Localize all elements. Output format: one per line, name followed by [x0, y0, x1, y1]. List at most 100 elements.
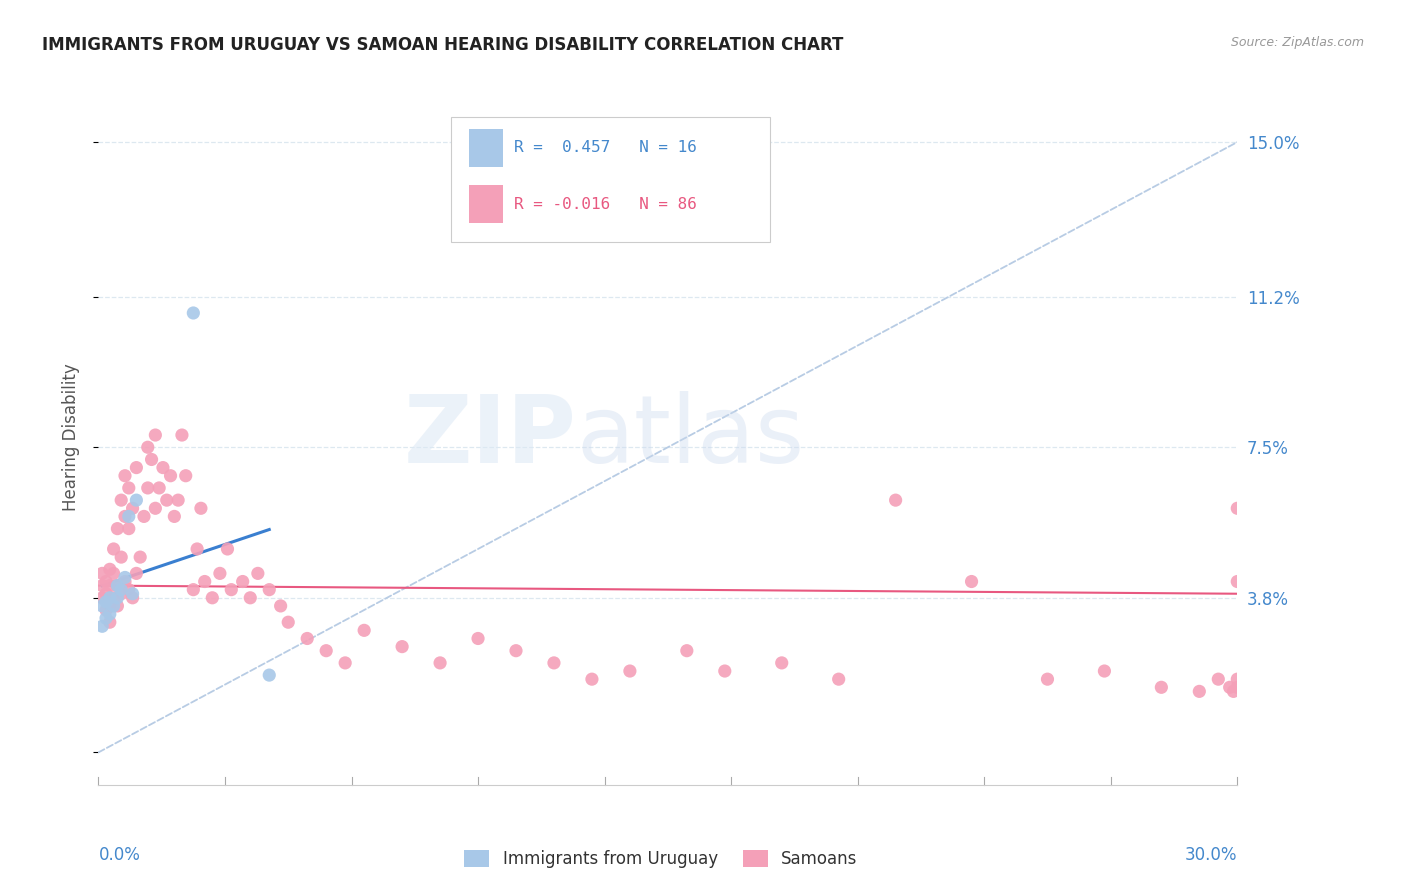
Point	[221, 582, 243, 597]
Point	[121, 501, 143, 516]
Point	[103, 599, 125, 613]
Point	[201, 591, 224, 605]
Point	[145, 501, 167, 516]
FancyBboxPatch shape	[468, 128, 503, 167]
Point	[110, 582, 132, 597]
Point	[335, 656, 357, 670]
Point	[94, 603, 117, 617]
FancyBboxPatch shape	[451, 117, 770, 243]
Point	[714, 664, 737, 678]
Point	[467, 632, 489, 646]
Point	[114, 468, 136, 483]
Point	[194, 574, 217, 589]
Point	[91, 578, 114, 592]
Point	[217, 541, 239, 556]
Point	[259, 668, 281, 682]
Point	[1226, 574, 1249, 589]
Point	[110, 493, 132, 508]
Point	[94, 595, 117, 609]
Point	[174, 468, 197, 483]
Point	[277, 615, 299, 630]
Point	[107, 599, 129, 613]
Point	[118, 582, 141, 597]
Point	[1208, 672, 1230, 686]
Point	[884, 493, 907, 508]
Point	[148, 481, 170, 495]
Point	[103, 591, 125, 605]
Point	[91, 619, 114, 633]
Point	[239, 591, 262, 605]
Point	[94, 611, 117, 625]
Point	[145, 428, 167, 442]
Point	[98, 599, 121, 613]
Point	[121, 591, 143, 605]
Point	[543, 656, 565, 670]
Text: R =  0.457   N = 16: R = 0.457 N = 16	[515, 141, 697, 155]
Point	[98, 607, 121, 621]
Point	[94, 574, 117, 589]
Point	[1226, 672, 1249, 686]
Point	[114, 509, 136, 524]
Point	[118, 509, 141, 524]
Point	[121, 587, 143, 601]
Text: 30.0%: 30.0%	[1185, 846, 1237, 864]
Point	[1188, 684, 1211, 698]
Point	[98, 615, 121, 630]
Point	[186, 541, 208, 556]
Point	[1226, 501, 1249, 516]
Point	[94, 587, 117, 601]
Point	[156, 493, 179, 508]
Point	[152, 460, 174, 475]
Point	[353, 624, 375, 638]
Point	[190, 501, 212, 516]
Point	[91, 599, 114, 613]
Point	[107, 522, 129, 536]
Point	[1222, 684, 1244, 698]
Point	[1036, 672, 1059, 686]
Text: Source: ZipAtlas.com: Source: ZipAtlas.com	[1230, 36, 1364, 49]
Point	[676, 643, 699, 657]
Text: ZIP: ZIP	[404, 391, 576, 483]
Text: 0.0%: 0.0%	[98, 846, 141, 864]
Point	[1219, 681, 1241, 695]
Point	[1226, 681, 1249, 695]
Point	[103, 566, 125, 581]
Point	[391, 640, 413, 654]
Point	[159, 468, 181, 483]
Point	[118, 481, 141, 495]
Point	[98, 562, 121, 576]
Point	[107, 591, 129, 605]
Point	[270, 599, 292, 613]
Point	[429, 656, 451, 670]
Point	[1150, 681, 1173, 695]
Point	[259, 582, 281, 597]
Point	[114, 574, 136, 589]
Point	[136, 440, 159, 454]
Text: atlas: atlas	[576, 391, 806, 483]
Text: IMMIGRANTS FROM URUGUAY VS SAMOAN HEARING DISABILITY CORRELATION CHART: IMMIGRANTS FROM URUGUAY VS SAMOAN HEARIN…	[42, 36, 844, 54]
Y-axis label: Hearing Disability: Hearing Disability	[62, 363, 80, 511]
Point	[232, 574, 254, 589]
FancyBboxPatch shape	[468, 186, 503, 224]
Point	[1094, 664, 1116, 678]
Point	[960, 574, 983, 589]
Point	[129, 550, 152, 565]
Point	[118, 522, 141, 536]
Point	[125, 460, 148, 475]
Point	[505, 643, 527, 657]
Point	[770, 656, 793, 670]
Point	[619, 664, 641, 678]
Point	[125, 493, 148, 508]
Point	[183, 306, 205, 320]
Point	[136, 481, 159, 495]
Point	[98, 578, 121, 592]
Point	[163, 509, 186, 524]
Point	[110, 587, 132, 601]
Point	[315, 643, 337, 657]
Point	[828, 672, 851, 686]
Text: R = -0.016   N = 86: R = -0.016 N = 86	[515, 197, 697, 211]
Point	[208, 566, 231, 581]
Point	[297, 632, 319, 646]
Point	[110, 550, 132, 565]
Point	[107, 578, 129, 592]
